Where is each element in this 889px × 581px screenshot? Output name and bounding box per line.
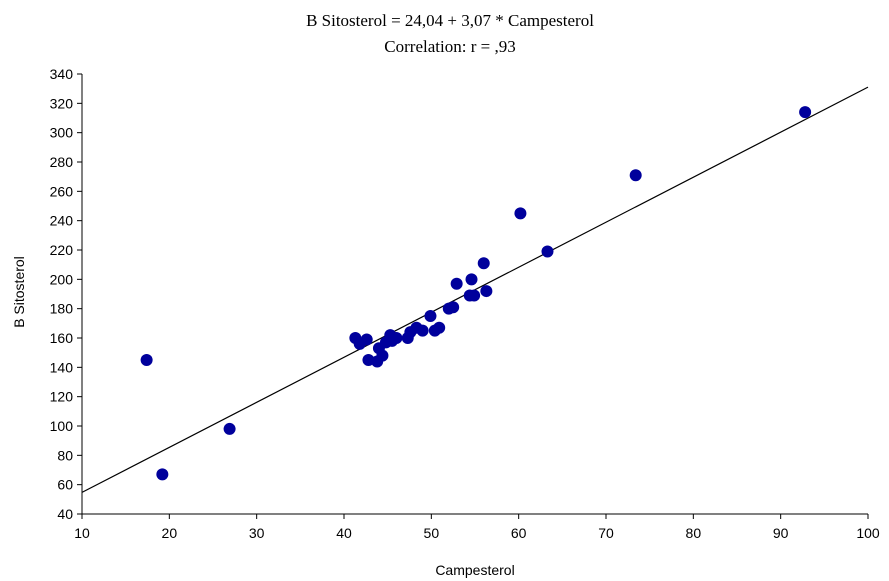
y-tick-label: 140 [50, 359, 74, 375]
x-tick-label: 20 [162, 525, 178, 541]
x-tick-label: 70 [598, 525, 614, 541]
data-point [447, 301, 460, 314]
y-tick-label: 60 [57, 477, 73, 493]
x-tick-label: 60 [511, 525, 527, 541]
data-point [468, 289, 481, 302]
y-axis-ticks: 40 60 80 100 120 140 160 180 200 220 240 260 280 300 3… [50, 66, 82, 522]
x-axis-ticks: 10 20 30 40 50 60 70 80 90 100 [74, 514, 880, 541]
data-point [480, 285, 493, 298]
x-tick-label: 100 [856, 525, 880, 541]
x-tick-label: 80 [686, 525, 702, 541]
data-point [799, 106, 812, 119]
data-points [140, 106, 812, 481]
y-tick-label: 260 [50, 183, 74, 199]
x-tick-label: 40 [336, 525, 352, 541]
data-point [390, 332, 403, 344]
y-tick-label: 100 [50, 418, 74, 434]
y-axis-label: B Sitosterol [11, 256, 27, 328]
data-point [629, 169, 642, 182]
y-tick-label: 180 [50, 301, 74, 317]
x-tick-label: 50 [424, 525, 440, 541]
axes [81, 74, 868, 515]
data-point [376, 349, 389, 362]
chart-subtitle: Correlation: r = ,93 [384, 37, 515, 56]
y-tick-label: 200 [50, 271, 74, 287]
data-point [416, 324, 429, 337]
y-tick-label: 240 [50, 213, 74, 229]
data-point [140, 354, 153, 366]
data-point [541, 245, 554, 258]
data-point [514, 207, 527, 220]
data-point [223, 422, 236, 435]
y-tick-label: 120 [50, 389, 74, 405]
y-tick-label: 280 [50, 154, 74, 170]
y-tick-label: 40 [57, 506, 73, 522]
x-tick-label: 30 [249, 525, 265, 541]
data-point [477, 257, 490, 270]
y-tick-label: 160 [50, 330, 74, 346]
y-tick-label: 80 [57, 447, 73, 463]
data-point [450, 277, 463, 290]
data-point [156, 468, 169, 481]
x-axis-label: Campesterol [435, 562, 514, 578]
y-tick-label: 320 [50, 95, 74, 111]
data-point [424, 310, 437, 322]
data-point [465, 273, 478, 286]
data-point [360, 333, 373, 346]
x-tick-label: 10 [74, 525, 90, 541]
y-tick-label: 340 [50, 66, 74, 82]
y-tick-label: 300 [50, 125, 74, 141]
chart-title: B Sitosterol = 24,04 + 3,07 * Campestero… [306, 11, 594, 30]
x-tick-label: 90 [773, 525, 789, 541]
data-point [433, 321, 446, 334]
y-tick-label: 220 [50, 242, 74, 258]
